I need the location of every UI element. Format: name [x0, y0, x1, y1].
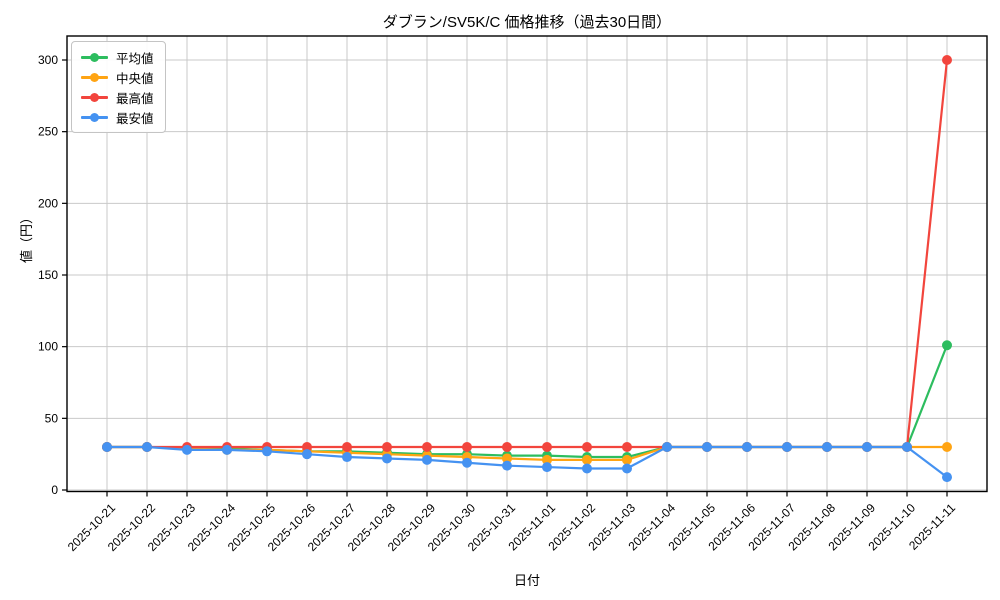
data-point-min [262, 446, 272, 457]
legend-marker-icon [81, 71, 108, 83]
data-point-median [942, 442, 952, 452]
data-point-min [182, 444, 192, 455]
data-point-min [462, 457, 472, 468]
data-point-min [142, 442, 152, 452]
legend-item-min: 最安値 [81, 109, 154, 126]
legend-label-mean: 平均値 [116, 51, 154, 66]
data-point-max [462, 442, 472, 452]
data-point-min [942, 472, 952, 483]
chart-title: ダブラン/SV5K/C 価格推移（過去30日間） [382, 14, 672, 31]
data-point-min [662, 442, 672, 452]
series-line-median [107, 445, 947, 461]
data-point-min [502, 460, 512, 471]
data-point-max [542, 442, 552, 452]
legend: 平均値中央値最高値最安値 [71, 41, 166, 133]
data-point-mean [942, 340, 952, 351]
legend-dot-swatch [90, 92, 99, 102]
legend-marker-icon [81, 111, 108, 123]
data-point-min [742, 442, 752, 452]
legend-marker-icon [81, 51, 108, 63]
gridlines [67, 36, 987, 492]
legend-item-max: 最高値 [81, 89, 154, 106]
legend-dot-swatch [90, 112, 99, 122]
data-point-min [622, 463, 632, 474]
y-tick-label: 300 [38, 53, 58, 67]
legend-item-median: 中央値 [81, 69, 154, 86]
data-point-max [502, 442, 512, 452]
data-point-min [822, 442, 832, 452]
data-point-max [342, 442, 352, 452]
data-point-min [102, 442, 112, 452]
series-line-max [107, 59, 949, 449]
data-point-min [342, 452, 352, 463]
y-tick-label: 200 [38, 196, 58, 210]
tick-marks [62, 59, 948, 497]
data-point-median [542, 454, 552, 465]
data-point-max [422, 442, 432, 452]
series-line-min [107, 445, 948, 478]
data-point-min [382, 453, 392, 464]
data-point-min [302, 449, 312, 460]
legend-marker-icon [81, 91, 108, 103]
data-point-min [582, 463, 592, 474]
legend-item-mean: 平均値 [81, 49, 154, 66]
legend-label-median: 中央値 [116, 71, 154, 86]
data-point-median [502, 453, 512, 464]
series-min [102, 442, 952, 483]
legend-label-min: 最安値 [116, 111, 154, 126]
data-point-min [702, 442, 712, 452]
y-tick-label: 100 [38, 340, 58, 354]
data-point-min [222, 444, 232, 455]
data-point-min [862, 442, 872, 452]
data-point-max [622, 442, 632, 452]
y-tick-label: 0 [51, 483, 58, 497]
x-axis-label: 日付 [513, 573, 540, 588]
y-tick-label: 250 [38, 125, 58, 139]
legend-dot-swatch [90, 72, 99, 82]
data-point-max [942, 55, 952, 65]
data-point-median [582, 454, 592, 465]
data-point-max [302, 442, 312, 452]
y-tick-label: 50 [45, 411, 59, 425]
data-point-min [422, 454, 432, 465]
legend-label-max: 最高値 [116, 91, 154, 106]
plot-border [66, 35, 988, 493]
data-point-max [382, 442, 392, 452]
data-point-min [902, 442, 912, 452]
tick-labels: 0501001502002503002025-10-212025-10-2220… [38, 53, 958, 554]
data-point-min [782, 442, 792, 452]
data-point-max [582, 442, 592, 452]
series-max [102, 55, 952, 452]
data-point-min [542, 462, 552, 473]
data-point-median [622, 454, 632, 465]
series-line-mean [107, 344, 949, 459]
y-tick-label: 150 [38, 268, 58, 282]
legend-dot-swatch [90, 52, 99, 62]
